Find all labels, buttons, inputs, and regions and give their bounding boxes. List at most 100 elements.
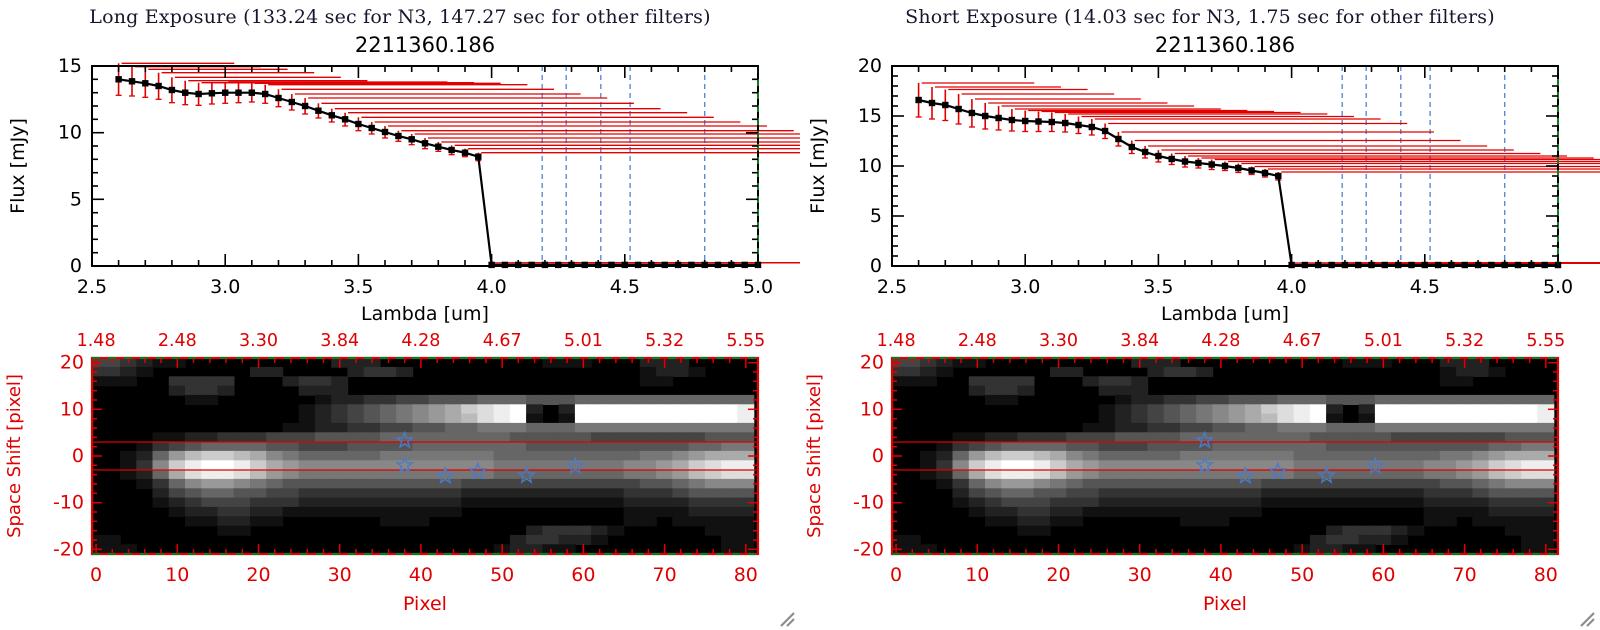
axis-ticks (91, 65, 759, 267)
resize-grip-icon[interactable] (775, 611, 795, 627)
svg-text:5: 5 (70, 188, 82, 210)
spectrum-title: 2211360.186 (1155, 33, 1295, 57)
spectral-image-short: 1.48 2.48 3.30 3.84 4.28 4.67 5.01 5.32 5.55 0 10 2… (800, 326, 1600, 630)
y-axis-label: Flux [mJy] (7, 118, 29, 214)
svg-text:2.5: 2.5 (77, 276, 107, 298)
svg-text:80: 80 (1534, 564, 1558, 586)
svg-text:3.0: 3.0 (210, 276, 240, 298)
svg-text:3.5: 3.5 (1143, 276, 1173, 298)
image-x-axis-label: Pixel (403, 593, 447, 615)
panel-short-exposure: Short Exposure (14.03 sec for N3, 1.75 s… (800, 0, 1600, 630)
svg-text:20: 20 (246, 564, 270, 586)
spectral-image-svg: 1.48 2.48 3.30 3.84 4.28 4.67 5.01 5.32 5.55 0 10 2… (804, 331, 1566, 615)
flux-points (115, 76, 762, 269)
svg-text:40: 40 (1209, 564, 1233, 586)
image-tick-labels: 0 10 20 30 40 50 60 70 80 -20 -10 0 10 20 (853, 352, 1558, 586)
svg-text:30: 30 (1128, 564, 1152, 586)
svg-text:4.28: 4.28 (401, 331, 440, 351)
svg-text:30: 30 (328, 564, 352, 586)
svg-text:4.0: 4.0 (1276, 276, 1306, 298)
wavelength-top-labels: 1.48 2.48 3.30 3.84 4.28 4.67 5.01 5.32 5.55 (77, 331, 766, 351)
svg-text:5.32: 5.32 (645, 331, 684, 351)
spectral-image-long: 1.48 2.48 3.30 3.84 4.28 4.67 5.01 5.32 5.55 0 10 2… (0, 326, 800, 630)
y-axis-label: Flux [mJy] (807, 118, 829, 214)
svg-text:-20: -20 (53, 538, 84, 560)
flux-line (118, 78, 758, 266)
svg-text:70: 70 (653, 564, 677, 586)
x-axis-label: Lambda [um] (361, 303, 489, 325)
svg-text:3.84: 3.84 (1120, 331, 1159, 351)
svg-text:20: 20 (860, 352, 884, 374)
svg-text:15: 15 (858, 105, 882, 127)
svg-text:1.48: 1.48 (877, 331, 916, 351)
svg-text:20: 20 (60, 352, 84, 374)
flux-points (915, 96, 1562, 269)
flux-line (918, 98, 1558, 267)
spectral-image-svg: 1.48 2.48 3.30 3.84 4.28 4.67 5.01 5.32 5.55 0 10 2… (4, 331, 766, 615)
aperture-lines (892, 441, 1558, 471)
svg-text:10: 10 (965, 564, 989, 586)
svg-text:4.28: 4.28 (1201, 331, 1240, 351)
svg-text:4.5: 4.5 (1410, 276, 1440, 298)
svg-text:20: 20 (858, 55, 882, 77)
axis-ticks (891, 65, 1559, 267)
axis-tick-labels: 2.5 3.0 3.5 4.0 4.5 5.0 0 5 10 15 20 (858, 55, 1573, 298)
svg-text:4.67: 4.67 (483, 331, 522, 351)
flux-error-bars (915, 82, 1600, 268)
svg-text:40: 40 (409, 564, 433, 586)
svg-text:10: 10 (165, 564, 189, 586)
spectrum-title: 2211360.186 (355, 33, 495, 57)
svg-text:0: 0 (872, 445, 884, 467)
svg-text:0: 0 (72, 445, 84, 467)
svg-text:60: 60 (1371, 564, 1395, 586)
svg-text:5.01: 5.01 (1364, 331, 1403, 351)
svg-text:0: 0 (890, 564, 902, 586)
svg-text:5.01: 5.01 (564, 331, 603, 351)
svg-text:-20: -20 (853, 538, 884, 560)
svg-text:3.0: 3.0 (1010, 276, 1040, 298)
svg-text:4.0: 4.0 (476, 276, 506, 298)
svg-text:4.67: 4.67 (1283, 331, 1322, 351)
aperture-lines (92, 441, 758, 471)
svg-text:0: 0 (70, 255, 82, 277)
svg-text:70: 70 (1453, 564, 1477, 586)
svg-text:10: 10 (858, 155, 882, 177)
svg-text:60: 60 (571, 564, 595, 586)
svg-text:1.48: 1.48 (77, 331, 116, 351)
panel-long-exposure: Long Exposure (133.24 sec for N3, 147.27… (0, 6, 1513, 630)
svg-text:5.55: 5.55 (726, 331, 765, 351)
wavelength-top-labels: 1.48 2.48 3.30 3.84 4.28 4.67 5.01 5.32 5.55 (877, 331, 1566, 351)
star-markers (395, 430, 585, 485)
image-axis-ticks (892, 358, 1558, 554)
svg-text:10: 10 (860, 398, 884, 420)
svg-text:5.0: 5.0 (743, 276, 773, 298)
svg-text:-10: -10 (853, 492, 884, 514)
svg-text:0: 0 (90, 564, 102, 586)
spectrum-svg: 2.5 3.0 3.5 4.0 4.5 5.0 0 5 10 15 20 2211360.186 Lam… (807, 33, 1600, 325)
svg-text:4.5: 4.5 (610, 276, 640, 298)
image-y-axis-label: Space Shift [pixel] (4, 374, 25, 538)
star-markers (1195, 430, 1385, 485)
svg-text:3.30: 3.30 (1039, 331, 1078, 351)
svg-text:5.0: 5.0 (1543, 276, 1573, 298)
svg-text:2.48: 2.48 (958, 331, 997, 351)
image-x-axis-label: Pixel (1203, 593, 1247, 615)
panel-header-short: Short Exposure (14.03 sec for N3, 1.75 s… (905, 6, 1495, 28)
svg-text:2.5: 2.5 (877, 276, 907, 298)
x-axis-label: Lambda [um] (1161, 303, 1289, 325)
axis-tick-labels: 2.5 3.0 3.5 4.0 4.5 5.0 0 5 10 15 (58, 55, 773, 298)
panel-header-long: Long Exposure (133.24 sec for N3, 147.27… (89, 6, 711, 28)
spectrum-chart-long: 2.5 3.0 3.5 4.0 4.5 5.0 0 5 10 15 2211360.186 Lambd… (0, 26, 1513, 326)
svg-text:0: 0 (870, 255, 882, 277)
svg-text:80: 80 (734, 564, 758, 586)
svg-text:15: 15 (58, 55, 82, 77)
svg-text:2.48: 2.48 (158, 331, 197, 351)
svg-text:5: 5 (870, 205, 882, 227)
resize-grip-icon[interactable] (1575, 611, 1595, 627)
svg-text:3.30: 3.30 (239, 331, 278, 351)
svg-text:50: 50 (490, 564, 514, 586)
svg-text:3.84: 3.84 (320, 331, 359, 351)
image-tick-labels: 0 10 20 30 40 50 60 70 80 -20 -10 0 10 20 (53, 352, 758, 586)
spectrum-chart-short: 2.5 3.0 3.5 4.0 4.5 5.0 0 5 10 15 20 2211360.186 Lam… (800, 26, 1600, 326)
